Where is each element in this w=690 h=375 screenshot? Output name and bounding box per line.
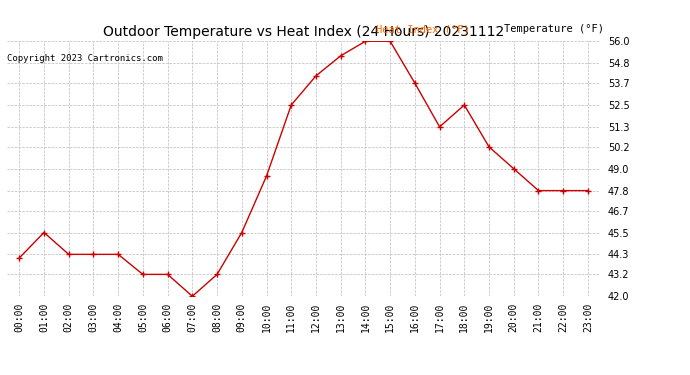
Text: Temperature (°F): Temperature (°F) bbox=[504, 24, 604, 34]
Title: Outdoor Temperature vs Heat Index (24 Hours) 20231112: Outdoor Temperature vs Heat Index (24 Ho… bbox=[103, 25, 504, 39]
Text: Copyright 2023 Cartronics.com: Copyright 2023 Cartronics.com bbox=[7, 54, 163, 63]
Text: Heat Index (°F): Heat Index (°F) bbox=[376, 24, 476, 34]
